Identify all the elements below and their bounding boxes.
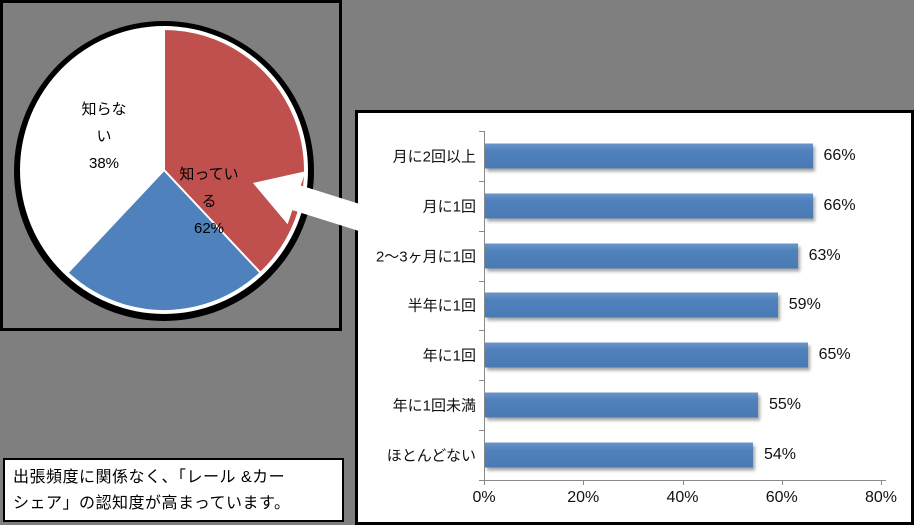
bar-monthly2plus (485, 143, 813, 169)
axis-tickmark (479, 180, 484, 182)
pie-label-aware-value: 62% (193, 220, 225, 237)
value-label: 66% (823, 146, 856, 164)
axis-tickmark (583, 480, 585, 485)
value-label: 55% (768, 396, 801, 414)
bar-row-every2-3months: 2〜3ヶ月に1回 63% (358, 231, 911, 281)
axis-tickmark (479, 380, 484, 382)
pie-label-unaware-line2: い (96, 128, 112, 145)
bar-row-halfyear: 半年に1回 59% (358, 281, 911, 331)
axis-tickmark (479, 131, 484, 132)
category-label: ほとんどない (386, 447, 476, 465)
bar-every2-3months (485, 243, 798, 269)
category-label: 月に2回以上 (392, 148, 476, 166)
value-label: 54% (763, 446, 796, 464)
bar-chart-plot-area: 月に2回以上 66% 月に1回 66% 2〜3ヶ月に1回 63% 半年に1回 5… (358, 113, 911, 522)
bar-halfyear (485, 292, 778, 318)
value-label: 66% (823, 196, 856, 214)
axis-tickmark (682, 480, 684, 485)
caption-box: 出張頻度に関係なく、「レール &カー シェア」の認知度が高まっています。 (3, 458, 344, 522)
bar-lessthanyearly (485, 392, 758, 418)
value-label: 63% (808, 246, 841, 264)
pie-label-unaware-value: 38% (88, 155, 120, 172)
bar-row-monthly2plus: 月に2回以上 66% (358, 131, 911, 181)
axis-tickmark (479, 480, 484, 481)
category-label: 年に1回未満 (392, 397, 476, 415)
pie-label-aware-line2: る (201, 193, 217, 210)
axis-tickmark (479, 230, 484, 232)
axis-tickmark (479, 430, 484, 432)
bar-monthly1 (485, 193, 813, 219)
bar-row-lessthanyearly: 年に1回未満 55% (358, 380, 911, 430)
bar-chart-panel: 月に2回以上 66% 月に1回 66% 2〜3ヶ月に1回 63% 半年に1回 5… (355, 110, 914, 525)
xtick-40: 40% (666, 489, 699, 506)
axis-tickmark (479, 330, 484, 332)
axis-tickmark (484, 480, 485, 485)
bar-almostnever (485, 442, 753, 468)
xtick-20: 20% (567, 489, 600, 506)
bar-row-yearly1: 年に1回 65% (358, 330, 911, 380)
pie-chart-panel: 知らな い 38% 知ってい る 62% (0, 0, 342, 331)
bar-row-almostnever: ほとんどない 54% (358, 430, 911, 480)
category-label: 年に1回 (422, 347, 476, 365)
pie-label-unaware: 知らな い 38% (42, 96, 166, 177)
value-label: 59% (788, 296, 821, 314)
category-label: 2〜3ヶ月に1回 (375, 248, 476, 266)
value-label: 65% (818, 346, 851, 364)
bar-row-monthly1: 月に1回 66% (358, 181, 911, 231)
xtick-60: 60% (765, 489, 798, 506)
pie-label-unaware-line1: 知らな (81, 101, 127, 118)
pie-label-aware-line1: 知ってい (179, 166, 239, 183)
category-label: 月に1回 (422, 198, 476, 216)
category-label: 半年に1回 (407, 297, 476, 315)
caption-line2: シェア」の認知度が高まっています。 (13, 495, 291, 512)
xtick-0: 0% (472, 489, 496, 506)
pie-label-aware: 知ってい る 62% (147, 161, 271, 242)
bar-yearly1 (485, 342, 808, 368)
axis-tickmark (881, 480, 882, 485)
xtick-80: 80% (864, 489, 898, 506)
category-axis-line (484, 131, 485, 481)
axis-tickmark (781, 480, 783, 485)
caption-line1: 出張頻度に関係なく、「レール &カー (13, 469, 286, 486)
axis-tickmark (479, 280, 484, 282)
